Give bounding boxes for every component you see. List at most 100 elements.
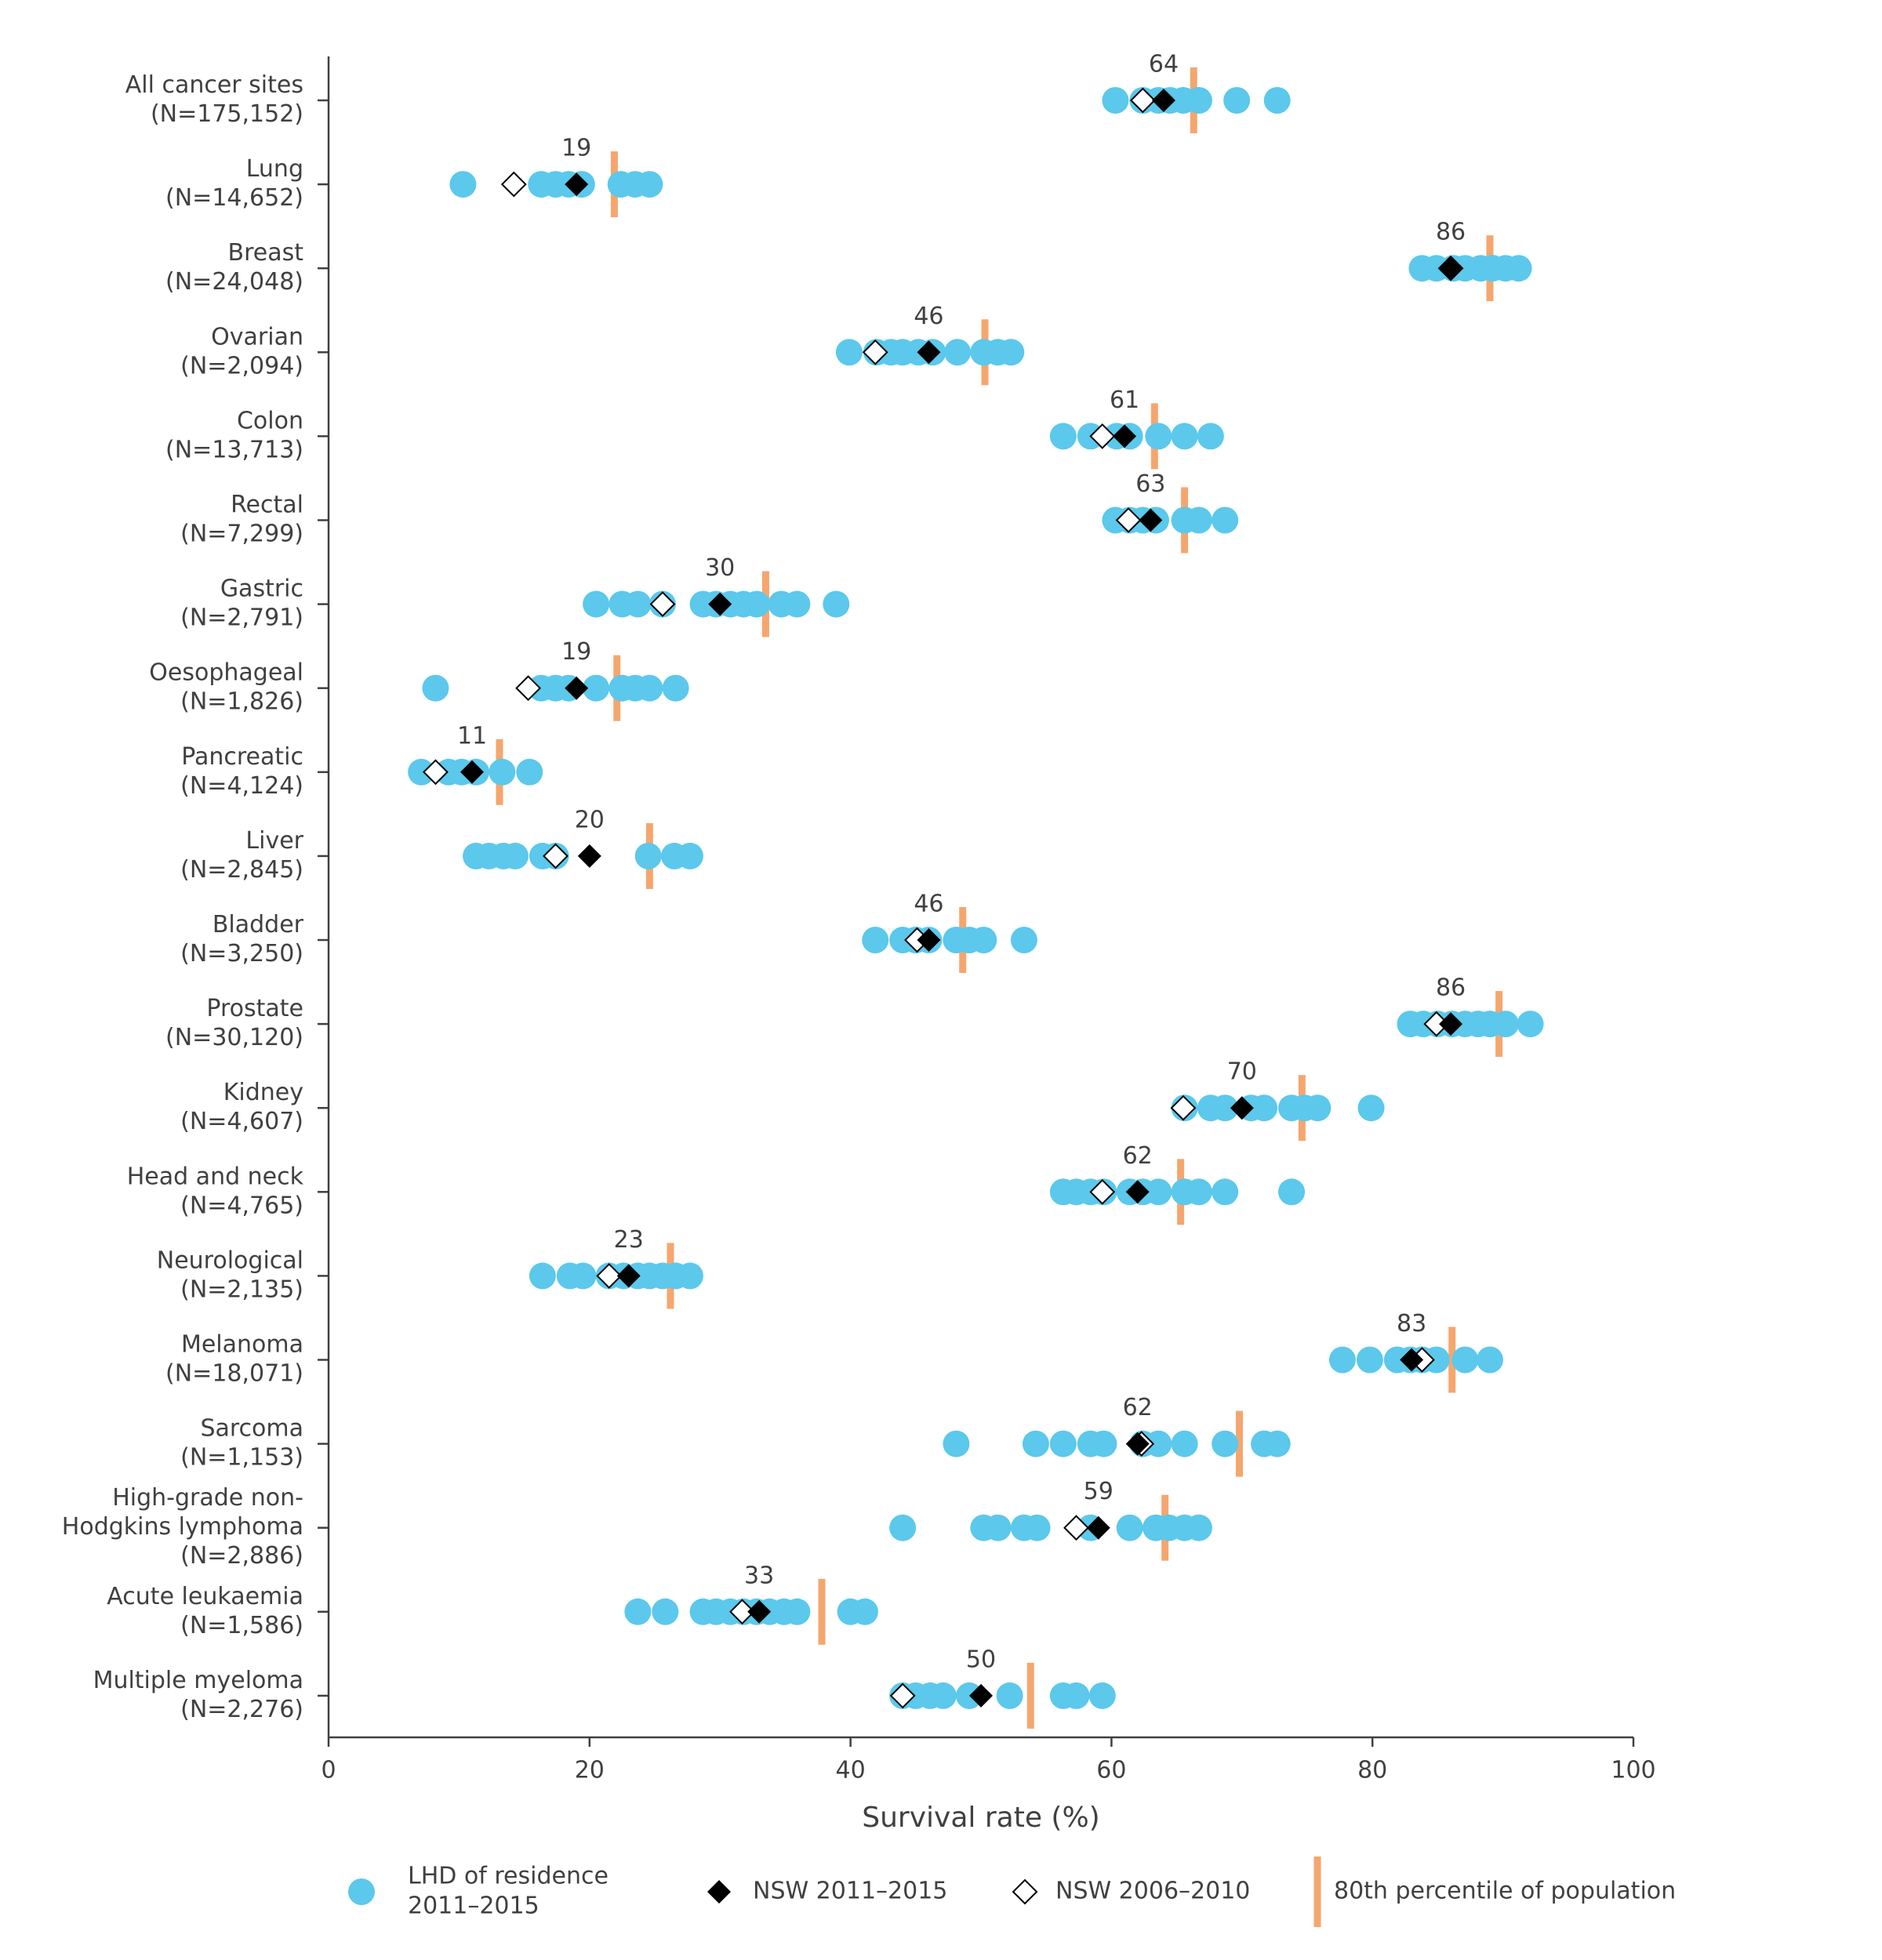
percentile-bar [818, 1578, 826, 1645]
lhd-dot [624, 590, 652, 618]
nsw-diamond [565, 676, 589, 700]
nsw-diamond [969, 1683, 993, 1708]
lhd-dot [676, 842, 703, 869]
lhd-dot [1185, 87, 1212, 114]
nsw-diamond [1230, 1096, 1254, 1120]
lhd-dot [996, 1682, 1023, 1709]
lhd-dot [1328, 1346, 1356, 1374]
category-label: (N=2,791) [180, 604, 303, 632]
category-label: (N=14,652) [165, 184, 303, 212]
percentile-bar [1026, 1662, 1034, 1729]
nsw-diamond [917, 928, 941, 952]
data-label: 70 [1227, 1058, 1257, 1086]
category-label: (N=1,586) [180, 1612, 303, 1639]
lhd-dot [1185, 1178, 1212, 1206]
category-label: (N=13,713) [165, 436, 303, 463]
lhd-dot [569, 1262, 597, 1290]
category-label: Lung [246, 155, 303, 183]
data-label: 83 [1397, 1310, 1426, 1338]
category-label: (N=175,152) [151, 100, 303, 128]
nsw-diamond [616, 1264, 641, 1288]
category-label: Liver [245, 827, 303, 855]
lhd-dot [1185, 506, 1212, 534]
category-label: (N=4,124) [180, 772, 303, 800]
category-label: Hodgkins lymphoma [62, 1513, 303, 1541]
legend-open-diamond [1012, 1878, 1038, 1905]
category-label: (N=1,153) [180, 1444, 303, 1472]
lhd-dot [743, 590, 770, 618]
data-label: 30 [705, 554, 735, 582]
lhd-dot [1212, 1178, 1239, 1206]
nsw-open-diamond [515, 675, 542, 702]
x-tick-label: 0 [321, 1757, 336, 1784]
legend-dot [348, 1878, 375, 1905]
lhd-dot [636, 171, 663, 198]
lhd-dot [449, 171, 477, 198]
legend-bar [1313, 1857, 1321, 1927]
category-label: High-grade non- [112, 1484, 303, 1512]
lhd-dot [1145, 1178, 1172, 1206]
lhd-dot [1304, 1094, 1332, 1122]
lhd-dot [1185, 1514, 1212, 1541]
legend-label: 2011–2015 [408, 1893, 540, 1920]
lhd-dot [944, 339, 972, 366]
category-label: Melanoma [181, 1331, 303, 1359]
lhd-dot [1357, 1094, 1385, 1122]
lhd-dot [1278, 1178, 1306, 1206]
lhd-dot [422, 674, 449, 702]
nsw-open-diamond [1089, 423, 1116, 449]
nsw-open-diamond [729, 1599, 755, 1625]
lhd-dot [1049, 423, 1077, 450]
lhd-dot [1505, 255, 1532, 282]
lhd-dot [1022, 1430, 1049, 1457]
nsw-diamond [917, 340, 941, 365]
category-label: Pancreatic [181, 743, 303, 771]
nsw-open-diamond [1170, 1094, 1197, 1121]
x-tick-label: 20 [575, 1757, 605, 1784]
nsw-diamond [1439, 1012, 1463, 1036]
nsw-diamond [577, 844, 601, 868]
nsw-open-diamond [649, 591, 676, 618]
lhd-dot [1517, 1011, 1544, 1038]
category-label: (N=1,826) [180, 688, 303, 716]
lhd-dot [1491, 1011, 1519, 1038]
lhd-dot [624, 1598, 652, 1625]
category-label: Sarcoma [200, 1415, 303, 1443]
lhd-dot [1088, 1682, 1116, 1709]
category-label: (N=2,845) [180, 856, 303, 884]
category-label: Prostate [206, 995, 303, 1022]
category-label: Kidney [223, 1079, 303, 1106]
lhd-dot [1171, 1430, 1198, 1457]
category-label: (N=2,886) [180, 1542, 303, 1570]
lhd-dot [1197, 423, 1224, 450]
lhd-dot [1023, 1514, 1051, 1541]
lhd-dot [583, 674, 610, 702]
category-label: Acute leukaemia [107, 1583, 303, 1610]
nsw-open-diamond [500, 171, 527, 198]
category-label: (N=30,120) [165, 1024, 303, 1051]
category-label: Bladder [213, 911, 304, 938]
x-tick-label: 60 [1096, 1757, 1126, 1784]
category-label: (N=4,765) [180, 1192, 303, 1219]
lhd-dot [1049, 1430, 1077, 1457]
lhd-dot [529, 1262, 556, 1290]
legend-label: 80th percentile of population [1334, 1878, 1676, 1905]
category-label: Colon [237, 407, 303, 434]
lhd-dot [1223, 87, 1251, 114]
lhd-dot [1263, 1430, 1291, 1457]
category-label: (N=18,071) [165, 1360, 303, 1388]
lhd-dot [970, 927, 997, 953]
lhd-dot [851, 1598, 878, 1625]
category-label: (N=24,048) [165, 268, 303, 296]
nsw-diamond [1139, 508, 1163, 532]
category-label: All cancer sites [125, 71, 303, 99]
lhd-dot [1212, 1094, 1239, 1122]
data-label: 11 [457, 722, 487, 750]
lhd-dot [1090, 1430, 1117, 1457]
lhd-dot [1063, 1682, 1090, 1709]
data-label: 20 [575, 806, 605, 833]
lhd-dot [889, 1514, 917, 1541]
lhd-dot [1212, 506, 1239, 534]
category-label: (N=2,276) [180, 1696, 303, 1723]
